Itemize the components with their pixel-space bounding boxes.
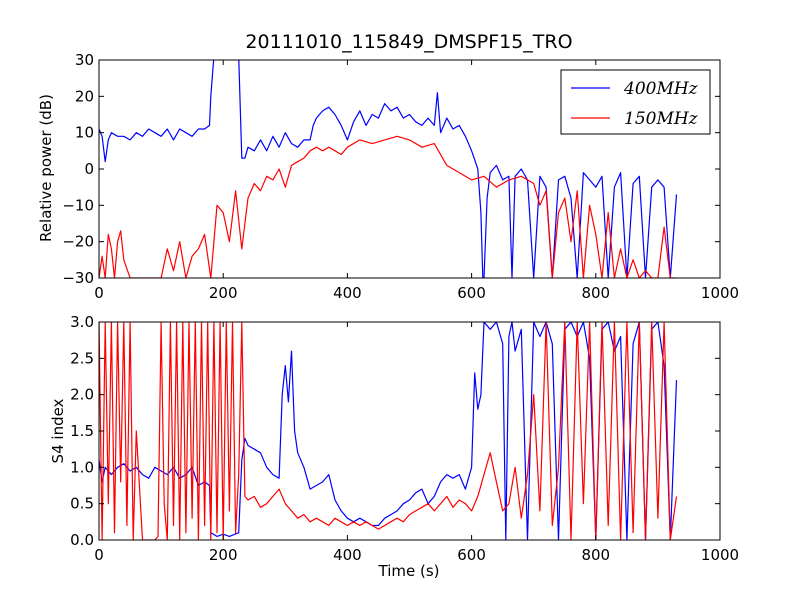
power-y-tick-label: −30 [62,269,94,287]
power-series-400mhz [99,60,678,278]
s4-x-tick-label: 800 [581,546,610,564]
power-y-axis-label: Relative power (dB) [37,94,55,242]
power-x-tick-label: 0 [94,284,104,302]
power-y-tick-label: −20 [62,233,94,251]
power-series-150mhz [99,135,677,278]
power-panel: 0 200 400 600 800 1000 −30 −20 −10 0 10 20 30 [62,51,739,302]
legend-frame [560,69,711,135]
s4-y-tick-label: 1.5 [70,422,94,440]
chart-title: 20111010_115849_DMSPF15_TRO [245,31,572,53]
s4-x-tick-label: 1000 [701,546,739,564]
s4-y-tick-label: 0.5 [70,495,94,513]
s4-panel: 0 200 400 600 800 1000 0.0 0.5 1.0 1.5 2.0 2.5 3.0 [70,313,739,564]
power-x-tick-label: 1000 [701,284,739,302]
s4-x-tick-label: 400 [333,546,362,564]
power-y-tick-label: −10 [62,196,94,214]
legend-label-150mhz: 150MHz [624,109,699,129]
s4-x-tick-label: 0 [94,546,104,564]
s4-series-150mhz [99,322,678,540]
power-x-tick-label: 800 [581,284,610,302]
s4-y-tick-label: 2.5 [70,349,94,367]
s4-y-tick-label: 0.0 [70,531,94,549]
power-y-tick-label: 20 [75,87,94,105]
power-x-tick-label: 200 [209,284,238,302]
s4-y-tick-label: 3.0 [70,313,94,331]
s4-x-tick-label: 200 [209,546,238,564]
s4-y-tick-label: 1.0 [70,458,94,476]
power-y-tick-label: 30 [75,51,94,69]
power-y-tick-label: 0 [84,160,94,178]
s4-y-tick-label: 2.0 [70,386,94,404]
power-x-tick-label: 600 [457,284,486,302]
power-x-tick-label: 400 [333,284,362,302]
time-x-axis-label: Time (s) [378,562,440,580]
s4-y-axis-label: S4 index [49,398,67,463]
power-y-tick-label: 10 [75,124,94,142]
legend: 400MHz 150MHz [560,69,711,135]
legend-label-400mhz: 400MHz [623,79,699,99]
s4-x-tick-label: 600 [457,546,486,564]
